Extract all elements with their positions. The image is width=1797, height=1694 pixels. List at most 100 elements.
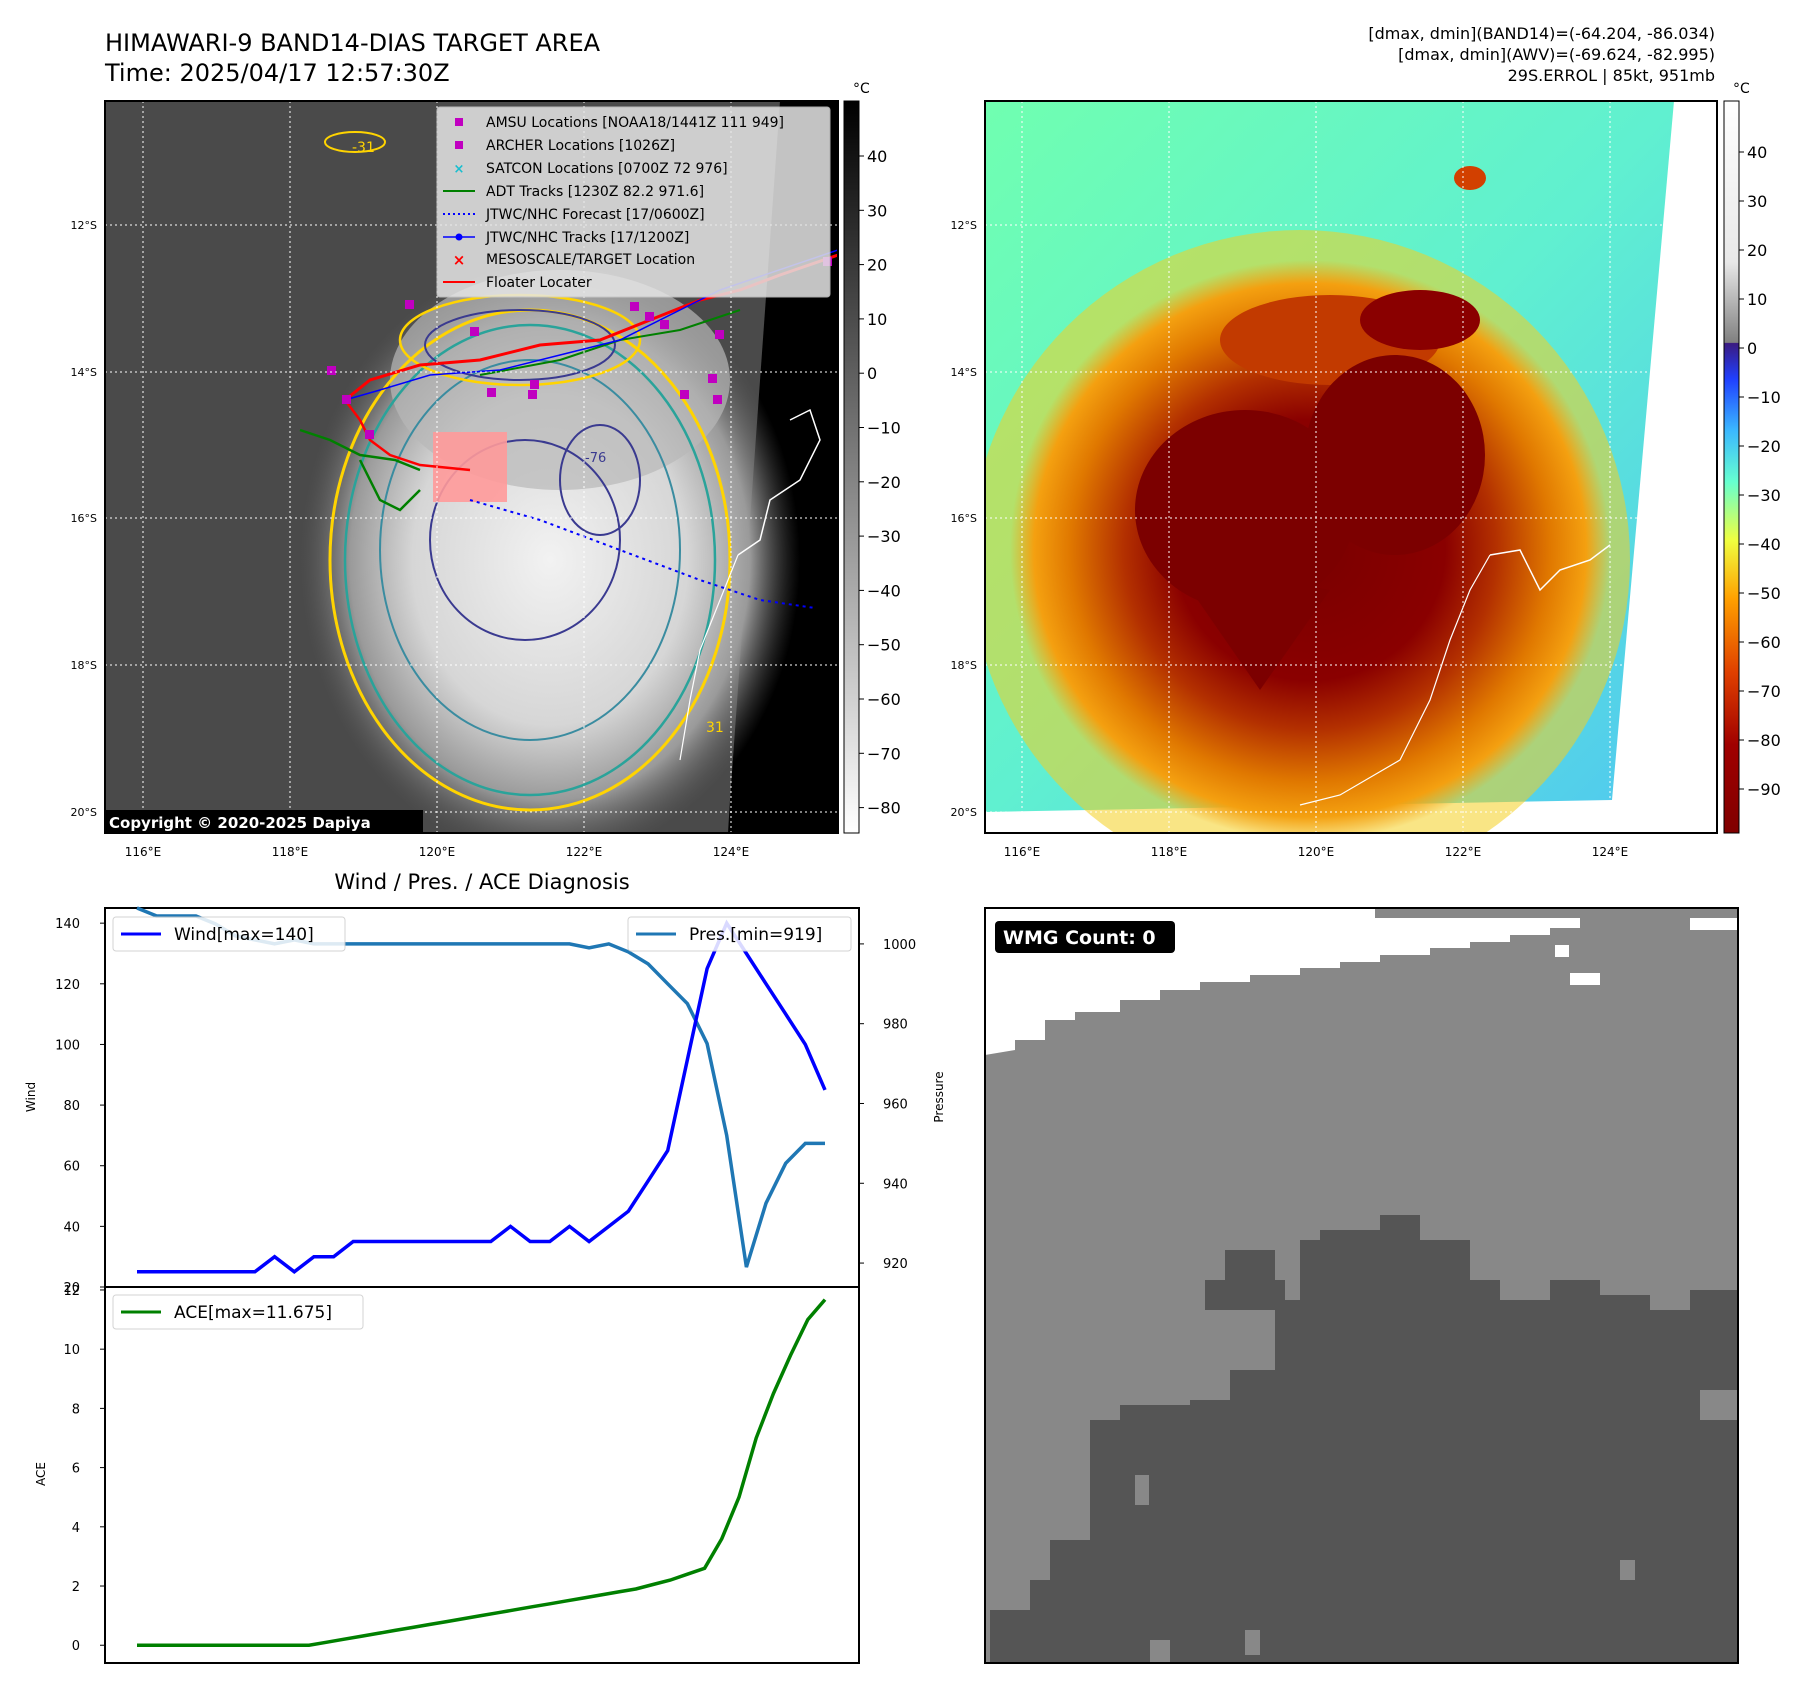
map-legend: AMSU Locations [NOAA18/1441Z 111 949] AR…	[436, 106, 831, 298]
svg-text:×: ×	[453, 251, 466, 269]
colorbar-right-tick-label: −30	[1747, 486, 1781, 505]
svg-text:×: ×	[454, 162, 465, 177]
svg-text:16°S: 16°S	[951, 512, 977, 525]
contour-label-c: 31	[706, 720, 724, 736]
info-line-2: [dmax, dmin](AWV)=(-69.624, -82.995)	[1398, 45, 1715, 64]
colorbar-right-tick-label: −60	[1747, 633, 1781, 652]
legend-item-archer: ARCHER Locations [1026Z]	[455, 138, 675, 154]
info-line-1: [dmax, dmin](BAND14)=(-64.204, -86.034)	[1368, 24, 1715, 43]
colorbar-right-tick-label: −80	[1747, 731, 1781, 750]
svg-text:20°S: 20°S	[71, 806, 97, 819]
colorbar-left: °C 40 30 20 10 0 −10 −20 −30 −40 −50 −60 −70 −80	[843, 81, 901, 834]
wind-y-tick-label: 40	[63, 1220, 80, 1235]
svg-text:118°E: 118°E	[1151, 845, 1188, 859]
svg-text:18°S: 18°S	[951, 659, 977, 672]
pressure-y-tick-label: 940	[883, 1177, 908, 1192]
legend-item-adt: ADT Tracks [1230Z 82.2 971.6]	[443, 184, 704, 200]
wind-y-tick-label: 20	[63, 1281, 80, 1296]
colorbar-left-tick-label: −40	[867, 581, 901, 600]
ace-y-tick-label: 8	[72, 1402, 80, 1417]
pressure-axis-label: Pressure	[932, 1071, 946, 1122]
ace-y-tick-label: 4	[72, 1521, 80, 1536]
wind-legend-label: Wind[max=140]	[174, 925, 314, 945]
colorbar-right-tick-label: −20	[1747, 437, 1781, 456]
pressure-legend: Pres.[min=919]	[627, 916, 852, 952]
colorbar-right-tick-label: −10	[1747, 388, 1781, 407]
ace-axis-label: ACE	[34, 1462, 48, 1486]
wind-legend: Wind[max=140]	[112, 916, 346, 952]
svg-text:Floater Locater: Floater Locater	[486, 275, 592, 291]
svg-text:12°S: 12°S	[71, 219, 97, 232]
colorbar-left-tick-label: −50	[867, 636, 901, 655]
right-lon-labels: 116°E 118°E 120°E 122°E 124°E	[1004, 845, 1629, 859]
colorbar-right-tick-label: −90	[1747, 780, 1781, 799]
ace-series-line	[137, 1298, 827, 1647]
colorbar-left-tick-label: −10	[867, 419, 901, 438]
colorbar-left-tick-label: −80	[867, 799, 901, 818]
svg-text:12°S: 12°S	[951, 219, 977, 232]
ace-y-tick-label: 2	[72, 1580, 80, 1595]
wind-y-tick-label: 100	[55, 1038, 80, 1053]
wmg-count-label: WMG Count: 0	[1003, 927, 1156, 949]
pressure-legend-label: Pres.[min=919]	[689, 925, 822, 945]
pressure-y-tick-label: 980	[883, 1018, 908, 1033]
svg-text:124°E: 124°E	[713, 845, 750, 859]
wind-axis-label: Wind	[24, 1082, 38, 1112]
satellite-map-left: -31 -76 31 Copyright © 2020-2025 Dapiya …	[71, 100, 839, 859]
legend-item-satcon: × SATCON Locations [0700Z 72 976]	[454, 161, 728, 177]
title-line-2: Time: 2025/04/17 12:57:30Z	[104, 59, 450, 87]
contour-label-a: -31	[352, 140, 375, 156]
colorbar-left-tick-label: 30	[867, 201, 887, 220]
wind-y-tick-label: 60	[63, 1160, 80, 1175]
legend-item-jtwc-tracks: JTWC/NHC Tracks [17/1200Z]	[443, 230, 689, 246]
svg-text:16°S: 16°S	[71, 512, 97, 525]
ace-y-tick-label: 6	[72, 1462, 80, 1477]
pressure-y-tick-label: 1000	[883, 938, 916, 953]
colorbar-right-tick-label: −70	[1747, 682, 1781, 701]
colorbar-left-tick-label: −20	[867, 473, 901, 492]
info-line-3: 29S.ERROL | 85kt, 951mb	[1508, 66, 1715, 85]
title-line-1: HIMAWARI-9 BAND14-DIAS TARGET AREA	[105, 29, 601, 57]
svg-text:122°E: 122°E	[1445, 845, 1482, 859]
colorbar-left-tick-label: 10	[867, 310, 887, 329]
legend-item-mesoscale: × MESOSCALE/TARGET Location	[453, 251, 695, 269]
colorbar-left-tick-label: −60	[867, 690, 901, 709]
wind-y-tick-label: 120	[55, 978, 80, 993]
wind-pressure-chart: Wind Pressure 20 40 60 80 100 120 140 920 940 96…	[24, 906, 946, 1296]
colorbar-right-tick-label: 30	[1747, 192, 1767, 211]
left-lon-labels: 116°E 118°E 120°E 122°E 124°E	[125, 845, 750, 859]
right-lat-labels: 12°S 14°S 16°S 18°S 20°S	[951, 219, 977, 819]
colorbar-right-tick-label: 20	[1747, 241, 1767, 260]
legend-item-jtwc-forecast: JTWC/NHC Forecast [17/0600Z]	[443, 207, 705, 223]
legend-item-floater: Floater Locater	[443, 275, 592, 291]
legend-item-amsu: AMSU Locations [NOAA18/1441Z 111 949]	[455, 115, 784, 131]
colorbar-right: °C 40 30 20 10 0 −10 −20 −30 −40 −50 −60 −70 −80 −90	[1723, 81, 1781, 834]
svg-text:116°E: 116°E	[125, 845, 162, 859]
ace-chart: ACE 0 2 4 6 8 10 12 ACE[max=11.675]	[34, 1284, 860, 1664]
svg-text:122°E: 122°E	[566, 845, 603, 859]
satellite-map-right: 12°S 14°S 16°S 18°S 20°S 116°E 118°E 120…	[951, 100, 1718, 859]
ace-legend: ACE[max=11.675]	[112, 1294, 364, 1330]
copyright-label: Copyright © 2020-2025 Dapiya	[109, 814, 371, 832]
ace-y-tick-label: 0	[72, 1639, 80, 1654]
diagnosis-title: Wind / Pres. / ACE Diagnosis	[334, 870, 629, 894]
colorbar-left-tick-label: −70	[867, 744, 901, 763]
colorbar-left-tick-label: −30	[867, 527, 901, 546]
colorbar-right-tick-label: 40	[1747, 143, 1767, 162]
svg-text:14°S: 14°S	[71, 366, 97, 379]
colorbar-right-tick-label: 0	[1747, 339, 1757, 358]
svg-text:JTWC/NHC Forecast [17/0600Z]: JTWC/NHC Forecast [17/0600Z]	[485, 207, 705, 223]
svg-text:AMSU Locations [NOAA18/1441Z 1: AMSU Locations [NOAA18/1441Z 111 949]	[486, 115, 784, 131]
colorbar-right-tick-label: −40	[1747, 535, 1781, 554]
colorbar-right-tick-label: −50	[1747, 584, 1781, 603]
svg-text:JTWC/NHC Tracks [17/1200Z]: JTWC/NHC Tracks [17/1200Z]	[485, 230, 689, 246]
svg-text:MESOSCALE/TARGET Location: MESOSCALE/TARGET Location	[486, 252, 695, 268]
svg-text:116°E: 116°E	[1004, 845, 1041, 859]
colorbar-left-unit: °C	[853, 81, 870, 97]
svg-text:18°S: 18°S	[71, 659, 97, 672]
pressure-y-tick-label: 960	[883, 1097, 908, 1112]
ace-y-tick-label: 10	[63, 1343, 80, 1358]
svg-text:14°S: 14°S	[951, 366, 977, 379]
ace-legend-label: ACE[max=11.675]	[174, 1303, 332, 1323]
